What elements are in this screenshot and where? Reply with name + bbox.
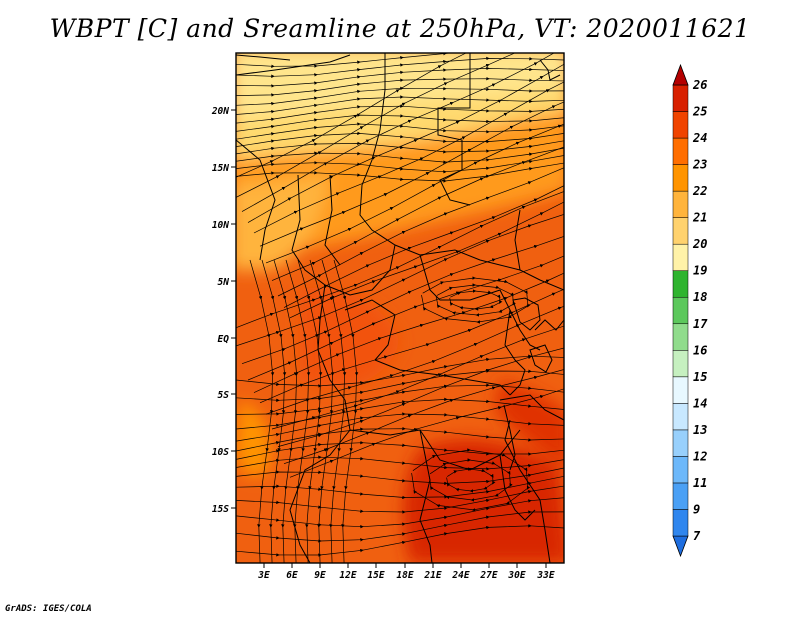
streamline bbox=[449, 289, 503, 311]
colorbar-cell bbox=[672, 482, 689, 510]
colorbar-label: 23 bbox=[692, 158, 707, 172]
colorbar-label: 24 bbox=[692, 131, 707, 145]
colorbar: 7 9 11 12 13 14 15 16 17 18 19 20 21 22 23 24 25 26 bbox=[672, 63, 708, 558]
colorbar-cell bbox=[672, 164, 689, 192]
map-title: WBPT [C] and Sreamline at 250hPa, VT: 20… bbox=[49, 14, 751, 43]
colorbar-cell bbox=[672, 137, 689, 165]
colorbar-cell bbox=[672, 111, 689, 139]
colorbar-label: 15 bbox=[693, 370, 707, 384]
lon-label: 24E bbox=[451, 570, 469, 581]
lon-label: 12E bbox=[339, 570, 356, 581]
latitude-axis: 20N 15N 10N 5N EQ 5S 10S 15S bbox=[211, 106, 236, 515]
credit-label: GrADS: IGES/COLA bbox=[5, 604, 92, 614]
colorbar-cell bbox=[672, 376, 689, 404]
lat-label: 10S bbox=[212, 447, 229, 458]
lon-label: 21E bbox=[423, 570, 441, 581]
colorbar-max-arrow bbox=[672, 63, 689, 86]
lat-label: EQ bbox=[218, 334, 230, 345]
lat-label: 5S bbox=[218, 390, 230, 401]
colorbar-cell bbox=[672, 217, 689, 245]
lon-label: 30E bbox=[507, 570, 525, 581]
colorbar-cell bbox=[672, 190, 689, 218]
lat-label: 20N bbox=[211, 106, 229, 117]
colorbar-label: 20 bbox=[692, 237, 707, 251]
colorbar-min-arrow bbox=[672, 535, 689, 558]
country-borders bbox=[236, 53, 564, 563]
colorbar-label: 25 bbox=[692, 105, 707, 119]
lat-label: 10N bbox=[212, 220, 229, 231]
colorbar-label: 11 bbox=[693, 476, 707, 490]
streamline bbox=[333, 259, 359, 563]
streamlines bbox=[236, 53, 564, 563]
lon-label: 18E bbox=[396, 570, 413, 581]
lon-label: 9E bbox=[314, 570, 326, 581]
colorbar-cell bbox=[672, 243, 689, 271]
colorbar-cell bbox=[672, 323, 689, 351]
longitude-axis: 3E 6E 9E 12E 15E 18E 21E 24E 27E 30E 33E bbox=[257, 563, 555, 581]
colorbar-cell bbox=[672, 403, 689, 431]
colorbar-label: 17 bbox=[693, 317, 708, 331]
colorbar-label: 26 bbox=[692, 78, 707, 92]
lon-label: 27E bbox=[479, 570, 497, 581]
colorbar-cell bbox=[672, 296, 689, 325]
lat-label: 15N bbox=[212, 163, 229, 174]
colorbar-label: 14 bbox=[693, 396, 707, 410]
map-frame bbox=[235, 52, 565, 564]
colorbar-label: 9 bbox=[693, 502, 700, 516]
colorbar-label: 19 bbox=[693, 264, 707, 278]
colorbar-label: 7 bbox=[693, 529, 701, 543]
lake-outlines bbox=[503, 297, 553, 471]
colorbar-label: 18 bbox=[693, 290, 707, 304]
colorbar-cell bbox=[672, 84, 689, 112]
lat-label: 15S bbox=[212, 504, 229, 515]
colorbar-label: 21 bbox=[692, 211, 707, 225]
colorbar-cell bbox=[672, 429, 689, 457]
colorbar-label: 12 bbox=[693, 449, 707, 463]
colorbar-label: 16 bbox=[693, 343, 707, 357]
colorbar-cell bbox=[672, 509, 689, 537]
lon-label: 3E bbox=[257, 570, 270, 581]
colorbar-cell bbox=[672, 350, 689, 378]
colorbar-cell bbox=[672, 456, 689, 484]
colorbar-label: 13 bbox=[693, 423, 707, 437]
lat-label: 5N bbox=[218, 277, 230, 288]
lon-label: 6E bbox=[286, 570, 298, 581]
colorbar-label: 22 bbox=[692, 184, 707, 198]
streamline bbox=[236, 524, 564, 557]
lon-label: 33E bbox=[536, 570, 554, 581]
streamline bbox=[435, 283, 516, 317]
colorbar-cell bbox=[672, 270, 689, 298]
lon-label: 15E bbox=[367, 570, 384, 581]
